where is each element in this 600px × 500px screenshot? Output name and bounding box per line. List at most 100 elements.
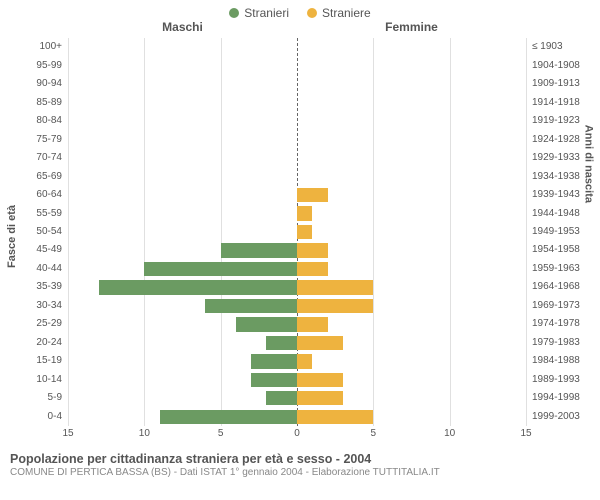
x-axis: 15105051015: [68, 426, 526, 446]
chart-area: 100+≤ 190395-991904-190890-941909-191385…: [68, 38, 526, 426]
footer-title: Popolazione per cittadinanza straniera p…: [10, 452, 590, 466]
bar-male: [205, 299, 297, 313]
age-row: 65-691934-1938: [68, 167, 526, 185]
header-female: Femmine: [385, 20, 438, 34]
age-row: 20-241979-1983: [68, 334, 526, 352]
age-row: 100+≤ 1903: [68, 38, 526, 56]
age-label: 5-9: [8, 392, 68, 403]
age-label: 75-79: [8, 134, 68, 145]
age-label: 35-39: [8, 281, 68, 292]
age-row: 70-741929-1933: [68, 149, 526, 167]
birthyear-label: 1959-1963: [526, 263, 580, 274]
header-male: Maschi: [162, 20, 203, 34]
age-label: 15-19: [8, 355, 68, 366]
age-label: 80-84: [8, 115, 68, 126]
birthyear-label: 1999-2003: [526, 411, 580, 422]
bar-male: [266, 391, 297, 405]
age-label: 30-34: [8, 300, 68, 311]
age-row: 35-391964-1968: [68, 278, 526, 296]
age-row: 30-341969-1973: [68, 297, 526, 315]
birthyear-label: 1949-1953: [526, 226, 580, 237]
x-tick: 10: [444, 428, 455, 439]
birthyear-label: 1944-1948: [526, 208, 580, 219]
age-label: 85-89: [8, 97, 68, 108]
legend-item-female: Straniere: [307, 6, 371, 20]
legend: Stranieri Straniere: [0, 0, 600, 20]
age-row: 50-541949-1953: [68, 223, 526, 241]
birthyear-label: ≤ 1903: [526, 41, 563, 52]
bar-male: [221, 243, 297, 257]
bar-female: [297, 317, 328, 331]
bar-female: [297, 206, 312, 220]
bar-male: [160, 410, 297, 424]
age-label: 10-14: [8, 374, 68, 385]
bar-female: [297, 299, 373, 313]
age-label: 70-74: [8, 152, 68, 163]
age-row: 55-591944-1948: [68, 204, 526, 222]
y-axis-left-title: Fasce di età: [6, 205, 18, 268]
column-headers: Maschi Femmine: [0, 20, 600, 38]
birthyear-label: 1939-1943: [526, 189, 580, 200]
bar-female: [297, 188, 328, 202]
x-tick: 5: [218, 428, 224, 439]
age-label: 0-4: [8, 411, 68, 422]
birthyear-label: 1929-1933: [526, 152, 580, 163]
age-row: 60-641939-1943: [68, 186, 526, 204]
age-label: 95-99: [8, 60, 68, 71]
bar-female: [297, 373, 343, 387]
age-row: 0-41999-2003: [68, 408, 526, 426]
age-label: 20-24: [8, 337, 68, 348]
bar-female: [297, 354, 312, 368]
bar-female: [297, 336, 343, 350]
bar-female: [297, 391, 343, 405]
bar-male: [251, 373, 297, 387]
birthyear-label: 1914-1918: [526, 97, 580, 108]
bar-male: [99, 280, 297, 294]
age-label: 100+: [8, 41, 68, 52]
bar-male: [236, 317, 297, 331]
birthyear-label: 1904-1908: [526, 60, 580, 71]
birthyear-label: 1974-1978: [526, 318, 580, 329]
legend-swatch-female: [307, 8, 317, 18]
legend-item-male: Stranieri: [229, 6, 289, 20]
pyramid-chart: 100+≤ 190395-991904-190890-941909-191385…: [68, 38, 526, 426]
birthyear-label: 1954-1958: [526, 244, 580, 255]
bar-male: [251, 354, 297, 368]
birthyear-label: 1909-1913: [526, 78, 580, 89]
legend-label-female: Straniere: [322, 6, 371, 20]
age-label: 90-94: [8, 78, 68, 89]
age-row: 90-941909-1913: [68, 75, 526, 93]
birthyear-label: 1964-1968: [526, 281, 580, 292]
bar-male: [144, 262, 297, 276]
age-row: 45-491954-1958: [68, 241, 526, 259]
age-label: 25-29: [8, 318, 68, 329]
age-label: 60-64: [8, 189, 68, 200]
birthyear-label: 1924-1928: [526, 134, 580, 145]
legend-swatch-male: [229, 8, 239, 18]
age-row: 75-791924-1928: [68, 130, 526, 148]
bar-female: [297, 262, 328, 276]
age-row: 25-291974-1978: [68, 315, 526, 333]
legend-label-male: Stranieri: [244, 6, 289, 20]
age-row: 10-141989-1993: [68, 371, 526, 389]
x-tick: 0: [294, 428, 300, 439]
x-tick: 15: [520, 428, 531, 439]
bar-female: [297, 225, 312, 239]
y-axis-right-title: Anni di nascita: [582, 125, 594, 203]
age-row: 85-891914-1918: [68, 93, 526, 111]
birthyear-label: 1969-1973: [526, 300, 580, 311]
footer-subtitle: COMUNE DI PERTICA BASSA (BS) - Dati ISTA…: [10, 467, 590, 478]
age-row: 40-441959-1963: [68, 260, 526, 278]
bar-female: [297, 410, 373, 424]
birthyear-label: 1979-1983: [526, 337, 580, 348]
birthyear-label: 1994-1998: [526, 392, 580, 403]
bar-female: [297, 280, 373, 294]
age-row: 80-841919-1923: [68, 112, 526, 130]
age-row: 95-991904-1908: [68, 56, 526, 74]
x-tick: 10: [139, 428, 150, 439]
x-tick: 5: [371, 428, 377, 439]
birthyear-label: 1919-1923: [526, 115, 580, 126]
bar-male: [266, 336, 297, 350]
birthyear-label: 1984-1988: [526, 355, 580, 366]
age-row: 5-91994-1998: [68, 389, 526, 407]
